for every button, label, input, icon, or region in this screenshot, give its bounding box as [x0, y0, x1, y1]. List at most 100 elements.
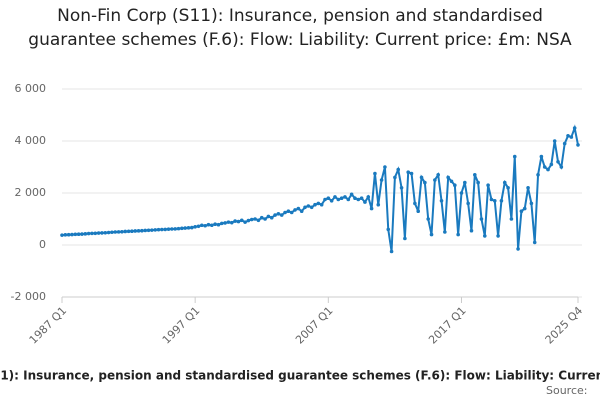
point — [233, 219, 237, 223]
point — [286, 209, 291, 213]
point — [459, 191, 464, 195]
point — [426, 217, 430, 221]
point — [273, 213, 277, 217]
point — [419, 175, 424, 180]
source: Source: — [546, 384, 588, 397]
point — [536, 173, 540, 177]
point — [150, 228, 154, 232]
point — [223, 221, 227, 225]
point — [249, 217, 254, 222]
x-axis-label: Non-Fin Corp (S11): Insurance, pension a… — [0, 369, 600, 383]
point — [266, 214, 271, 219]
point — [479, 217, 484, 221]
point — [219, 221, 224, 226]
point — [522, 206, 527, 211]
point — [416, 209, 421, 213]
point — [130, 229, 134, 234]
point — [562, 141, 567, 146]
point — [66, 232, 71, 237]
chart-title: Non-Fin Corp (S11): Insurance, pension a… — [28, 6, 572, 50]
point — [519, 209, 524, 213]
point — [80, 232, 84, 236]
point — [443, 230, 447, 234]
point — [143, 228, 148, 233]
point — [113, 230, 118, 234]
point — [200, 223, 204, 228]
point — [180, 226, 184, 231]
point — [116, 230, 121, 234]
point — [153, 228, 158, 232]
title-box: Non-Fin Corp (S11): Insurance, pension a… — [28, 6, 572, 50]
point — [123, 229, 128, 234]
point — [403, 236, 407, 241]
point — [76, 232, 81, 237]
y-tick-label: 0 — [39, 238, 46, 251]
point — [572, 126, 577, 130]
point — [476, 180, 480, 185]
point — [176, 226, 181, 231]
point — [213, 222, 217, 226]
point — [93, 231, 98, 236]
point — [156, 227, 161, 232]
point — [210, 223, 214, 228]
point — [296, 206, 301, 211]
point — [183, 226, 187, 230]
point — [229, 220, 234, 225]
point — [326, 196, 331, 200]
point — [190, 225, 194, 230]
point — [276, 212, 281, 216]
point — [529, 201, 534, 206]
point — [413, 201, 417, 206]
point — [279, 213, 284, 217]
point — [136, 229, 141, 233]
point — [399, 186, 404, 190]
point — [203, 223, 207, 228]
point — [259, 215, 264, 220]
point — [239, 218, 244, 223]
point — [353, 196, 357, 200]
point — [433, 178, 437, 182]
point — [542, 165, 547, 169]
point — [366, 195, 371, 199]
point — [120, 229, 124, 234]
point — [163, 227, 167, 232]
point — [83, 232, 88, 236]
point — [269, 215, 274, 220]
point — [126, 229, 131, 234]
point — [526, 186, 530, 190]
point — [186, 226, 191, 230]
point — [110, 230, 114, 235]
point — [253, 217, 257, 221]
point — [532, 240, 537, 245]
point — [309, 205, 314, 210]
point — [492, 199, 497, 203]
y-tick-label: -2 000 — [11, 290, 46, 303]
point — [133, 229, 138, 233]
point — [356, 197, 361, 202]
point — [349, 192, 354, 197]
point — [473, 173, 477, 177]
point — [566, 134, 570, 138]
point — [456, 232, 460, 237]
point — [173, 227, 177, 231]
point — [569, 135, 574, 139]
point — [60, 233, 64, 237]
point — [489, 197, 494, 202]
point — [369, 206, 374, 211]
point — [246, 218, 251, 223]
point — [86, 231, 91, 236]
point — [343, 195, 347, 199]
point — [423, 180, 427, 185]
point — [449, 179, 454, 184]
point — [406, 170, 411, 174]
point — [512, 154, 517, 159]
point — [193, 225, 197, 229]
point — [283, 210, 287, 215]
point — [516, 247, 520, 251]
point — [439, 199, 444, 203]
point — [63, 233, 68, 237]
point — [429, 232, 434, 237]
point — [463, 180, 467, 185]
point — [196, 224, 201, 229]
